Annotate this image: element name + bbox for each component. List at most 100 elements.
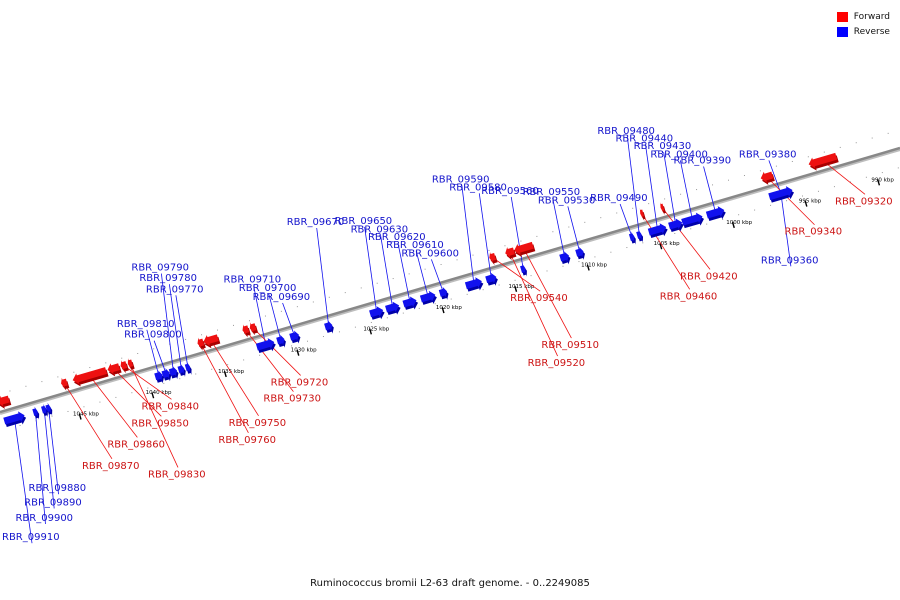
gene-rbr_09610 — [419, 290, 437, 305]
legend-item-forward: Forward — [836, 9, 890, 24]
forward-track-dot — [632, 207, 634, 209]
forward-track-dot — [392, 278, 394, 280]
gene-body — [575, 246, 584, 258]
leader-line — [380, 235, 393, 308]
reverse-track-dot — [817, 190, 819, 192]
forward-track-dot — [791, 160, 793, 162]
leader-line — [268, 293, 282, 341]
forward-track-dot — [217, 329, 219, 331]
leader-line — [129, 363, 179, 468]
scale-tick-label: 1035 kbp — [218, 369, 244, 375]
gene-rbr_09690 — [289, 330, 301, 344]
reverse-track-dot — [99, 401, 101, 403]
legend-label-forward: Forward — [853, 11, 890, 22]
gene-rbr_09320 — [808, 152, 839, 171]
leader-line — [645, 144, 658, 230]
gene-label-rbr_09760: RBR_09760 — [218, 435, 276, 446]
reverse-track-dot — [243, 359, 245, 361]
reverse-track-dot — [642, 242, 644, 244]
gene-rbr_09440 — [647, 223, 668, 238]
gene-body — [249, 322, 257, 333]
leader-line — [14, 418, 33, 544]
forward-track-dot — [712, 184, 714, 186]
gene-label-rbr_09360: RBR_09360 — [761, 255, 819, 266]
reverse-track-dot — [115, 396, 117, 398]
gene-rbr_09760 — [197, 337, 206, 351]
forward-track-dot — [472, 254, 474, 256]
gene-body — [760, 171, 774, 183]
forward-track-dot — [775, 165, 777, 167]
forward-track-dot — [185, 338, 187, 340]
gene-label-rbr_09900: RBR_09900 — [15, 513, 73, 524]
gene-label-rbr_09670: RBR_09670 — [287, 217, 345, 228]
gene-rbr_09480 — [636, 229, 644, 243]
gene-body — [419, 290, 436, 303]
gene-rbr_09600 — [438, 286, 449, 300]
gene-body — [289, 330, 299, 342]
gene-rbr_09890 — [41, 404, 48, 418]
gene-rbr_09380 — [768, 186, 794, 203]
leader-line — [48, 408, 59, 495]
reverse-track-dot — [434, 303, 436, 305]
forward-track-dot — [727, 179, 729, 181]
leader-line — [510, 196, 524, 270]
gene-rbr_09430 — [668, 218, 684, 233]
reverse-track-dot — [83, 406, 85, 408]
gene-label-rbr_09380: RBR_09380 — [739, 149, 797, 160]
leader-line — [478, 193, 492, 279]
gene-body — [489, 252, 497, 263]
gene-body — [705, 206, 725, 219]
forward-track-dot — [296, 306, 298, 308]
reverse-track-dot — [594, 256, 596, 258]
gene-label-rbr_09780: RBR_09780 — [139, 273, 197, 284]
gene-body — [668, 218, 683, 230]
forward-track-dot — [137, 352, 139, 354]
forward-track-dot — [584, 221, 586, 223]
gene-rbr_09400 — [681, 212, 704, 229]
gene-body — [485, 272, 497, 284]
leader-line — [364, 226, 378, 313]
axis-line — [0, 146, 900, 414]
gene-body — [45, 402, 51, 414]
forward-track-dot — [600, 217, 602, 219]
gene-rbr_09340 — [760, 171, 775, 185]
reverse-track-dot — [562, 265, 564, 267]
gene-label-rbr_09910: RBR_09910 — [2, 532, 60, 543]
gene-rbr_09880b — [0, 395, 12, 409]
gene-label-rbr_09750: RBR_09750 — [229, 418, 287, 429]
gene-rbr_09460 — [639, 208, 646, 222]
gene-label-rbr_09870: RBR_09870 — [82, 461, 140, 472]
forward-track-dot — [488, 249, 490, 251]
scale-tick — [731, 221, 735, 229]
gene-label-rbr_09580: RBR_09580 — [449, 182, 507, 193]
legend-item-reverse: Reverse — [836, 24, 890, 39]
gene-labels: RBR_09380RBR_09390RBR_09400RBR_09430RBR_… — [2, 126, 893, 543]
gene-rbr_09710 — [255, 338, 276, 353]
gene-rbr_09730 — [242, 324, 251, 338]
forward-track-dot — [424, 268, 426, 270]
gene-rbr_09810 — [154, 370, 164, 384]
gene-label-rbr_09440: RBR_09440 — [615, 134, 673, 145]
gene-label-rbr_09340: RBR_09340 — [785, 227, 843, 238]
scale-tick-label: 1010 kbp — [581, 262, 607, 268]
gene-body — [197, 337, 205, 349]
gene-label-rbr_09650: RBR_09650 — [335, 216, 393, 227]
leader-line — [626, 136, 640, 235]
reverse-track-dot — [466, 293, 468, 295]
gene-rbr_09530 — [575, 246, 585, 260]
reverse-track-dot — [163, 382, 165, 384]
gene-body — [0, 395, 10, 407]
scale-tick-label: 1020 kbp — [436, 305, 462, 311]
gene-label-rbr_09460: RBR_09460 — [660, 291, 718, 302]
gene-label-rbr_09800: RBR_09800 — [124, 330, 182, 341]
reverse-track-dot — [610, 251, 612, 253]
gene-rbr_09540 — [489, 252, 498, 266]
forward-track-dot — [376, 282, 378, 284]
scale-ticks: 990 kbp 995 kbp 1000 kbp 1005 kbp 1010 kbp 10… — [9, 132, 899, 427]
reverse-track-dot — [179, 378, 181, 380]
gene-label-rbr_09550: RBR_09550 — [523, 187, 581, 198]
scale-tick-label: 995 kbp — [799, 199, 822, 205]
reverse-track-dot — [530, 275, 532, 277]
reverse-track-dot — [833, 186, 835, 188]
reverse-swatch — [836, 26, 848, 37]
